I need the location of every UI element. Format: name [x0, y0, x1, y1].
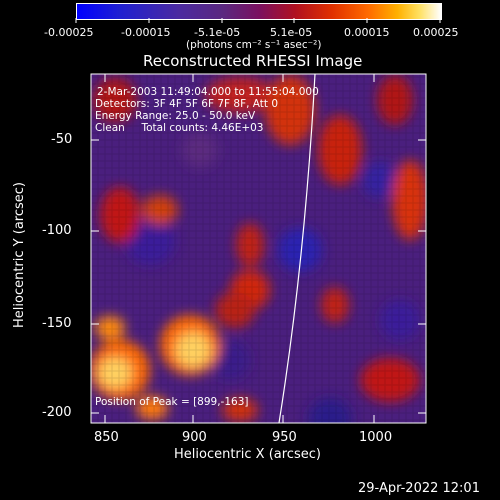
annotation-detectors: Detectors: 3F 4F 5F 6F 7F 8F, Att 0: [95, 98, 279, 110]
x-tick-label: 950: [272, 430, 297, 445]
annotation-energy: Energy Range: 25.0 - 50.0 keV: [95, 110, 256, 122]
x-tick-label: 900: [182, 430, 207, 445]
y-tick-label: -100: [42, 223, 72, 238]
x-tick-label: 1000: [359, 430, 393, 445]
colorbar: [76, 3, 442, 20]
colorbar-units: (photons cm⁻² s⁻¹ asec⁻²): [186, 39, 322, 51]
timestamp: 29-Apr-2022 12:01: [358, 481, 480, 496]
annotation-counts: Clean Total counts: 4.46E+03: [95, 122, 264, 134]
colorbar-tick-5: 0.00015: [344, 26, 390, 39]
y-tick-label: -150: [42, 316, 72, 331]
peak-position-label: Position of Peak = [899,-163]: [95, 396, 249, 408]
annotation-time: 2-Mar-2003 11:49:04.000 to 11:55:04.000: [97, 86, 319, 98]
colorbar-tick-6: 0.00025: [413, 26, 459, 39]
axis-ticks: [91, 74, 426, 423]
plot-frame: [90, 73, 427, 424]
solar-limb-line: [278, 74, 316, 423]
plot-title: Reconstructed RHESSI Image: [143, 52, 363, 70]
colorbar-tick-4: 5.1e-05: [270, 26, 313, 39]
y-tick-label: -50: [51, 132, 73, 147]
x-axis-title: Heliocentric X (arcsec): [174, 447, 321, 462]
x-tick-label: 850: [94, 430, 119, 445]
y-tick-label: -200: [42, 405, 72, 420]
colorbar-tick-3: -5.1e-05: [194, 26, 241, 39]
colorbar-tick-1: -0.00025: [44, 26, 94, 39]
y-axis-title: Heliocentric Y (arcsec): [12, 182, 27, 328]
colorbar-tick-2: -0.00015: [121, 26, 171, 39]
